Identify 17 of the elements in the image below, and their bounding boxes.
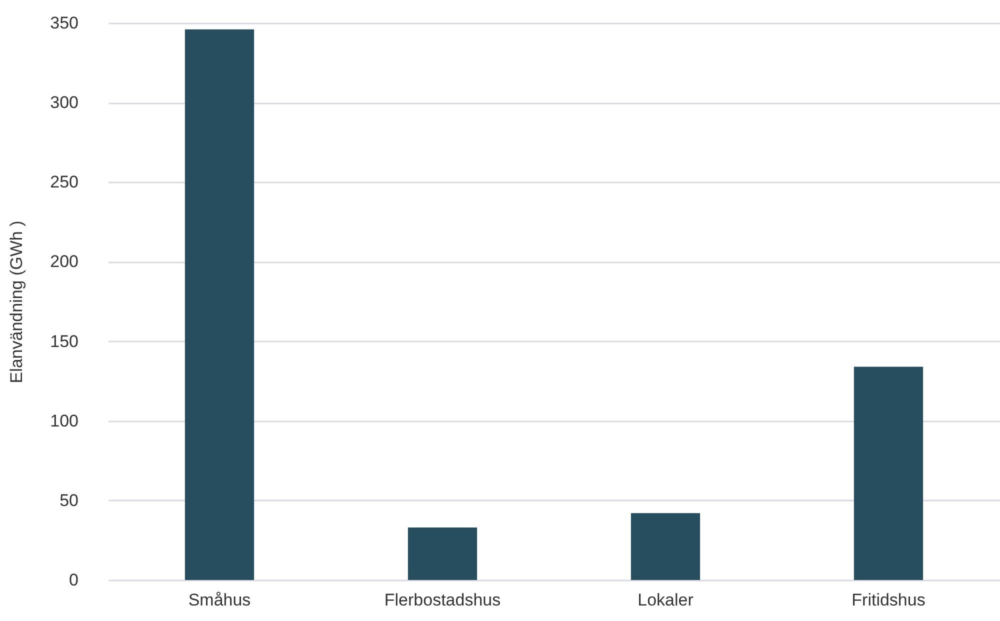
bar bbox=[854, 366, 924, 580]
y-tick-label: 250 bbox=[50, 172, 78, 192]
y-tick-label: 50 bbox=[60, 490, 78, 510]
y-tick-label: 100 bbox=[50, 411, 78, 430]
y-tick-label: 350 bbox=[50, 14, 78, 32]
y-axis-title: Elanvändning (GWh ) bbox=[7, 220, 26, 384]
x-tick-label: Flerbostadshus bbox=[384, 590, 501, 610]
bar bbox=[184, 29, 254, 580]
x-tick-label: Småhus bbox=[188, 590, 251, 610]
x-tick-label: Lokaler bbox=[638, 590, 694, 610]
y-tick-label: 300 bbox=[50, 93, 78, 112]
bar bbox=[630, 513, 700, 580]
y-tick-label: 200 bbox=[50, 252, 78, 272]
x-tick-label: Fritidshus bbox=[852, 590, 926, 610]
bar bbox=[408, 527, 478, 580]
y-tick-label: 0 bbox=[69, 570, 78, 590]
y-tick-label: 150 bbox=[50, 332, 78, 351]
